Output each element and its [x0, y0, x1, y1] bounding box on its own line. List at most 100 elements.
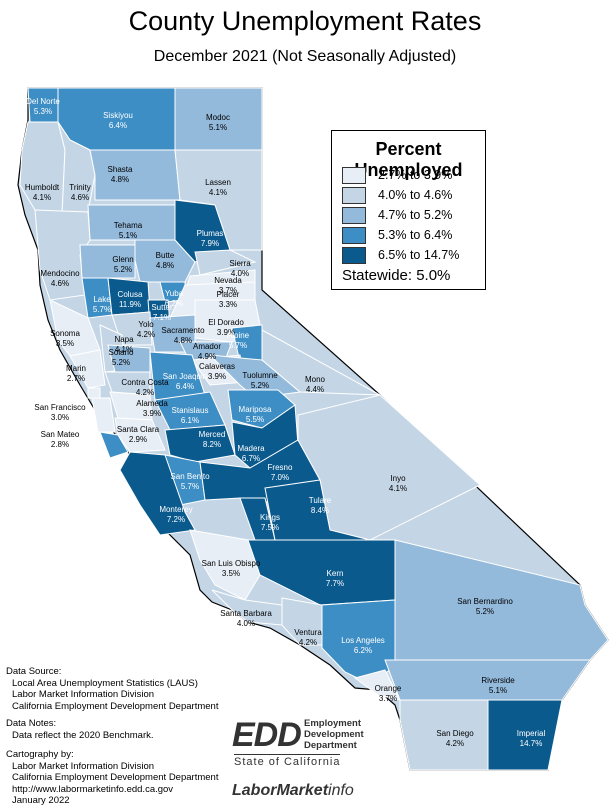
county-label-sacramento: Sacramento 4.8%: [161, 326, 205, 345]
cartography-line: California Employment Development Depart…: [12, 772, 219, 783]
county-label-san-francisco: San Francisco 3.0%: [34, 403, 86, 422]
county-ventura: [281, 597, 323, 646]
county-label-napa: Napa 4.1%: [114, 335, 134, 354]
county-label-humboldt: Humboldt 4.1%: [25, 183, 60, 202]
legend-swatch: [342, 247, 366, 264]
county-label-siskiyou: Siskiyou 6.4%: [103, 111, 133, 130]
county-label-santa-clara: Santa Clara 2.9%: [117, 425, 160, 444]
county-san-francisco: [87, 387, 101, 399]
data-notes-line: Data reflect the 2020 Benchmark.: [12, 729, 154, 741]
county-label-sonoma: Sonoma 3.5%: [50, 329, 80, 348]
county-label-sutter: Sutter 7.1%: [151, 303, 173, 322]
cartography-date: January 2022: [12, 795, 70, 806]
cartography-url: http://www.labormarketinfo.edd.ca.gov: [12, 783, 174, 795]
county-label-stanislaus: Stanislaus 6.1%: [172, 406, 209, 425]
county-merced: [164, 424, 236, 463]
county-label-ventura: Ventura 4.2%: [294, 628, 322, 647]
legend-swatch: [342, 207, 366, 224]
county-sierra: [194, 249, 257, 276]
county-label-merced: Merced 8.2%: [199, 430, 226, 449]
legend-label: 4.0% to 4.6%: [378, 188, 453, 202]
county-label-san-luis-obispo: San Luis Obispo 3.5%: [202, 559, 261, 578]
data-source-line: California Employment Development Depart…: [12, 700, 219, 712]
data-source-heading: Data Source:: [6, 666, 62, 677]
county-label-santa-barbara: Santa Barbara 4.0%: [220, 609, 272, 628]
cartography-heading: Cartography by:: [6, 749, 74, 760]
edd-logo-state: State of California: [234, 754, 341, 768]
county-label-tehama: Tehama 5.1%: [114, 221, 143, 240]
county-label-los-angeles: Los Angeles 6.2%: [341, 636, 385, 655]
legend-label: 4.7% to 5.2%: [378, 208, 453, 222]
county-label-marin: Marin 2.7%: [66, 364, 86, 383]
county-label-del-norte: Del Norte 5.3%: [26, 97, 60, 116]
legend-label: 6.5% to 14.7%: [378, 248, 460, 262]
legend-label: 5.3% to 6.4%: [378, 228, 453, 242]
cartography-block: Cartography by: Labor Market Information…: [6, 749, 218, 807]
county-label-fresno: Fresno 7.0%: [268, 463, 293, 482]
legend: Percent Unemployed 2.7% to 3.9% 4.0% to 4…: [331, 130, 486, 290]
county-mono: [261, 329, 381, 396]
county-label-san-diego: San Diego 4.2%: [436, 729, 474, 748]
county-label-san-mateo: San Mateo 2.8%: [41, 430, 80, 449]
county-label-nevada: Nevada 3.7%: [214, 276, 242, 295]
data-notes-heading: Data Notes:: [6, 718, 57, 729]
county-label-alameda: Alameda 3.9%: [136, 399, 168, 418]
labormarketinfo-logo: LaborMarketinfo: [232, 782, 354, 800]
county-imperial: [487, 699, 563, 771]
county-label-santa-cruz: Santa Cruz 5.4%: [60, 456, 100, 475]
county-monterey: [119, 451, 196, 536]
county-tulare: [264, 479, 371, 541]
county-trinity: [57, 121, 96, 216]
county-label-modoc: Modoc 5.1%: [206, 113, 230, 132]
county-label-mono: Mono 4.4%: [305, 375, 326, 394]
legend-title: Percent Unemployed: [354, 139, 463, 180]
county-label-glenn: Glenn 5.2%: [112, 255, 133, 274]
data-source-line: Labor Market Information Division: [12, 689, 155, 700]
county-label-san-benito: San Benito 5.7%: [170, 472, 210, 491]
county-label-contra-costa: Contra Costa 4.2%: [121, 378, 169, 397]
county-label-colusa: Colusa 11.9%: [118, 290, 143, 309]
cartography-line: Labor Market Information Division: [12, 760, 155, 772]
statewide-rate: Statewide: 5.0%: [342, 267, 451, 284]
county-label-imperial: Imperial 14.7%: [517, 729, 546, 748]
county-marin: [69, 349, 106, 389]
county-label-solano: Solano 5.2%: [109, 348, 134, 367]
county-santa-cruz: [99, 431, 129, 459]
county-label-riverside: Riverside 5.1%: [481, 676, 515, 695]
edd-logo-line: Employment: [304, 718, 362, 729]
county-label-amador: Amador 4.9%: [193, 342, 221, 361]
county-label-kings: Kings 7.5%: [260, 513, 280, 532]
edd-logo-mark: EDD: [232, 716, 302, 754]
county-label-kern: Kern 7.7%: [326, 569, 344, 588]
legend-swatch: [342, 167, 366, 184]
map-subtitle: December 2021 (Not Seasonally Adjusted): [153, 48, 457, 65]
county-santa-clara: [114, 417, 166, 453]
legend-swatch: [342, 187, 366, 204]
county-label-monterey: Monterey 7.2%: [159, 505, 192, 524]
edd-logo-line: Development: [304, 729, 364, 740]
county-san-diego: [399, 699, 489, 771]
county-label-plumas: Plumas 7.9%: [197, 229, 224, 248]
county-san-mateo: [91, 397, 116, 433]
county-label-inyo: Inyo 4.1%: [389, 474, 407, 493]
data-source-block: Data Source: Local Area Unemployment Sta…: [6, 666, 218, 712]
county-label-tuolumne: Tuolumne 5.2%: [242, 371, 278, 390]
county-label-shasta: Shasta 4.8%: [108, 165, 133, 184]
county-label-yuba: Yuba 6.2%: [165, 289, 184, 308]
data-notes-block: Data Notes: Data reflect the 2020 Benchm…: [6, 718, 154, 741]
county-label-placer: Placer 3.3%: [217, 290, 240, 309]
data-source-line: Local Area Unemployment Statistics (LAUS…: [12, 677, 198, 689]
county-label-tulare: Tulare 8.4%: [309, 496, 332, 515]
county-label-san-joaquin: San Joaquin 6.4%: [163, 372, 207, 391]
legend-swatch: [342, 227, 366, 244]
lmi-bold: LaborMarket: [232, 782, 329, 799]
county-label-sierra: Sierra 4.0%: [229, 259, 251, 278]
county-label-san-bernardino: San Bernardino 5.2%: [457, 597, 513, 616]
county-shasta: [89, 149, 181, 201]
county-label-madera: Madera 6.7%: [237, 444, 265, 463]
map-title: County Unemployment Rates: [128, 6, 482, 36]
edd-logo-line: Department: [304, 740, 357, 751]
county-glenn: [79, 244, 136, 279]
county-label-butte: Butte 4.8%: [156, 251, 175, 270]
